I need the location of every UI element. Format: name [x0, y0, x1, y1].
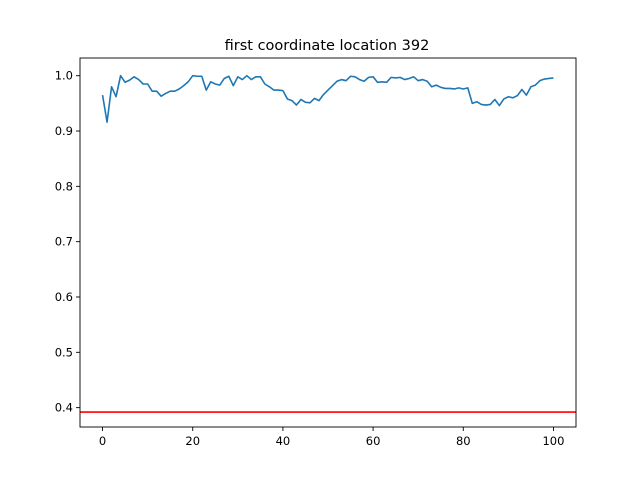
- y-tick-label: 0.4: [55, 401, 73, 415]
- x-tick-label: 60: [366, 434, 381, 448]
- data-series-line: [101, 74, 554, 123]
- axes: 0 20 40 60 80 100 0.4 0.5 0.6 0.7 0.8 0.9 1.0: [55, 57, 577, 448]
- y-tick-label: 0.6: [55, 290, 73, 304]
- x-tick-label: 100: [542, 434, 564, 448]
- y-tick-label: 0.9: [55, 124, 73, 138]
- y-tick-label: 0.7: [55, 235, 73, 249]
- y-tick-label: 0.5: [55, 345, 73, 359]
- x-tick-label: 0: [99, 434, 106, 448]
- axes-frame: [79, 57, 577, 428]
- x-tick-label: 80: [456, 434, 471, 448]
- x-tick-label: 40: [276, 434, 291, 448]
- y-tick-label: 1.0: [55, 69, 73, 83]
- y-tick-label: 0.8: [55, 179, 73, 193]
- plot-area: [80, 74, 576, 413]
- chart-title: first coordinate location 392: [225, 38, 430, 54]
- x-tick-label: 20: [185, 434, 200, 448]
